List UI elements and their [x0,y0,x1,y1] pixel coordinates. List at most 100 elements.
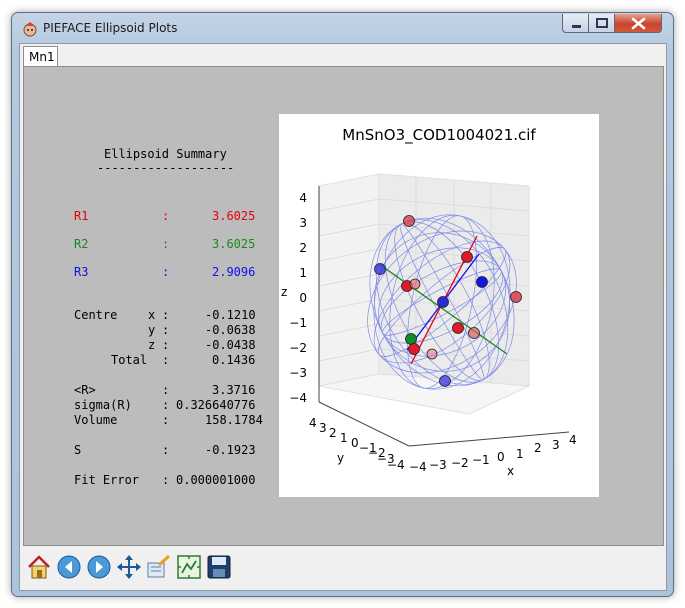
window-title: PIEFACE Ellipsoid Plots [43,21,178,35]
r2-value: 3.6025 [212,237,256,251]
sigma-r-sep: : [162,398,170,412]
y-tick-label: 3 [319,421,327,435]
z-tick-label: 1 [299,266,307,280]
atom [408,343,420,355]
subplots-icon [177,555,201,579]
atom [468,327,480,339]
x-tick-label: 0 [497,450,505,464]
centre-x-value: -0.1210 [205,308,256,322]
y-tick-label: −3 [377,452,395,466]
z-tick-label: −4 [289,391,307,405]
r3-sep: : [162,265,170,279]
centre-total-value: 0.1436 [212,353,256,367]
y-axis-label: y [337,451,344,465]
x-tick-label: 1 [516,447,524,461]
y-tick-label: −1 [359,441,377,455]
sigma-r-value: 0.326640776 [176,398,256,412]
x-tick-label: −3 [429,458,447,472]
navigation-toolbar [23,549,664,589]
mean-r-value: 3.3716 [212,383,256,397]
volume-value: 158.1784 [205,413,263,427]
z-tick-label: 3 [299,216,307,230]
x-tick-label: 3 [552,438,560,452]
save-button[interactable] [205,553,233,581]
atom [437,296,449,308]
home-icon [28,555,50,579]
client-area: Mn1 Ellipsoid Summary ------------------… [19,43,667,591]
centre-z-axis: z [148,338,156,352]
mean-r-label: <R> [74,383,96,397]
atom [374,263,386,275]
x-tick-label: 4 [569,433,577,447]
y-tick-label: 2 [329,426,337,440]
volume-label: Volume [74,413,118,427]
x-tick-label: −1 [472,453,490,467]
move-icon [117,555,141,579]
fit-error-value: 0.000001000 [176,473,256,487]
volume-sep: : [162,413,170,427]
r1-sep: : [162,209,170,223]
zoom-rect-icon [147,554,171,578]
r2-label: R2 [74,237,89,251]
y-tick-labels: 4 3 2 1 0 −1 −2 −3 −4 [309,416,405,472]
x-tick-label: −4 [409,460,427,474]
back-button[interactable] [55,553,83,581]
z-tick-label: 4 [299,191,307,205]
r3-value: 2.9096 [212,265,256,279]
centre-label: Centre [74,308,118,322]
maximize-button[interactable] [589,14,615,33]
x-tick-label: 2 [534,441,542,455]
x-axis-label: x [507,464,514,478]
atom [409,278,421,290]
centre-y-axis: y [148,323,156,337]
centre-z-sep: : [162,338,170,352]
back-arrow-icon [57,555,81,579]
y-tick-label: −2 [368,446,386,460]
home-button[interactable] [25,553,53,581]
forward-button[interactable] [85,553,113,581]
x-tick-label: −2 [451,456,469,470]
app-window: PIEFACE Ellipsoid Plots Mn1 Ellipsoid Su… [11,12,674,597]
z-axis-label: z [281,285,287,299]
pan-button[interactable] [115,553,143,581]
title-bar[interactable]: PIEFACE Ellipsoid Plots [12,13,673,43]
z-tick-label: −1 [289,316,307,330]
centre-x-sep: : [162,308,170,322]
atom [405,333,417,345]
z-tick-label: 0 [299,291,307,305]
z-tick-labels: 4 3 2 1 0 −1 −2 −3 −4 [289,191,307,405]
plot-title: MnSnO3_COD1004021.cif [342,126,536,145]
r1-label: R1 [74,209,89,223]
zoom-button[interactable] [145,553,173,581]
tab-mn1[interactable]: Mn1 [23,46,58,67]
centre-y-value: -0.0638 [205,323,256,337]
ellipsoid-wireframe [367,214,517,390]
summary-rule: ------------------- [97,161,235,175]
tab-label: Mn1 [29,50,55,64]
plot-panel: Ellipsoid Summary ------------------- R1… [23,66,664,546]
app-logo-icon [23,22,37,37]
r1-value: 3.6025 [212,209,256,223]
atoms [374,215,522,387]
subplots-button[interactable] [175,553,203,581]
s-label: S [74,443,82,457]
save-icon [207,555,231,579]
plot-canvas[interactable]: MnSnO3_COD1004021.cif [279,114,599,497]
z-tick-label: −2 [289,341,307,355]
y-tick-label: −4 [387,458,405,472]
atom [476,276,488,288]
y-tick-label: 1 [340,431,348,445]
z-tick-label: −3 [289,366,307,380]
z-tick-label: 2 [299,241,307,255]
ellipsoid-plot[interactable]: MnSnO3_COD1004021.cif [279,114,599,497]
close-button[interactable] [615,14,662,33]
centre-x-axis: x [148,308,156,322]
minimize-icon [572,25,581,28]
r3-label: R3 [74,265,89,279]
close-icon [631,17,646,30]
maximize-icon [596,18,608,28]
atom [461,251,473,263]
atom [439,375,451,387]
fit-error-sep: : [162,473,170,487]
minimize-button[interactable] [562,14,589,33]
